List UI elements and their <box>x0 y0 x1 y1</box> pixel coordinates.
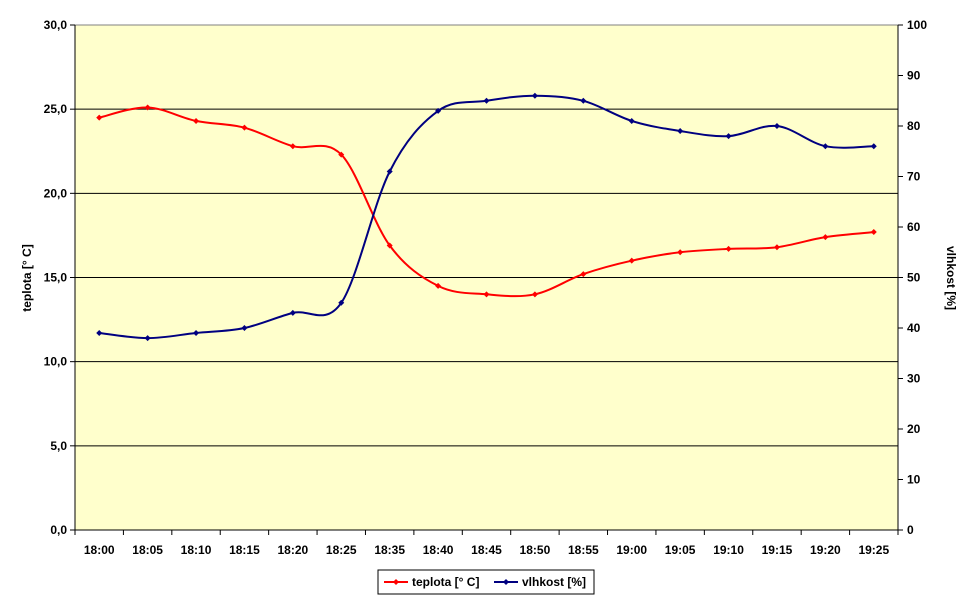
data-point-vlhkost <box>822 143 829 150</box>
legend-label-vlhkost: vlhkost [%] <box>522 575 586 589</box>
data-point-vlhkost <box>483 97 490 104</box>
left-axis-title: teplota [° C] <box>20 244 34 311</box>
data-point-teplota <box>338 151 345 158</box>
data-point-teplota <box>483 291 490 298</box>
right-tick-label: 90 <box>907 69 921 83</box>
series-line-vlhkost <box>99 94 874 340</box>
x-tick-label: 19:25 <box>858 543 889 557</box>
gridlines <box>75 108 898 447</box>
data-point-teplota <box>822 234 829 241</box>
x-tick-label: 18:35 <box>374 543 405 557</box>
right-tick-label: 0 <box>907 523 914 537</box>
legend-box <box>377 569 595 595</box>
data-point-vlhkost <box>773 123 780 129</box>
x-tick-label: 19:00 <box>616 543 647 557</box>
series-line-teplota <box>98 106 874 298</box>
x-tick-label: 18:50 <box>520 543 551 557</box>
left-tick-label: 10,0 <box>44 355 68 369</box>
x-tick-label: 19:20 <box>810 543 841 557</box>
right-tick-label: 10 <box>907 473 921 487</box>
data-point-teplota <box>289 143 296 150</box>
data-point-teplota <box>531 291 538 298</box>
x-tick-label: 18:00 <box>84 543 115 557</box>
x-tick-label: 18:55 <box>568 543 599 557</box>
x-tick-label: 18:40 <box>423 543 454 557</box>
data-point-teplota <box>628 257 635 264</box>
left-axis: 0,0 5,0 10,0 15,0 20,0 25,0 30,0 <box>44 18 76 537</box>
data-point-teplota <box>725 245 732 252</box>
legend-marker-vlhkost <box>503 579 509 585</box>
data-point-vlhkost <box>193 330 200 337</box>
right-tick-label: 20 <box>907 422 921 436</box>
right-axis-title: vlhkost [%] <box>944 246 958 310</box>
data-point-teplota <box>677 249 684 256</box>
x-tick-label: 19:15 <box>762 543 793 557</box>
data-point-teplota <box>241 124 248 131</box>
data-point-teplota <box>193 117 200 124</box>
legend-marker-teplota <box>393 579 399 585</box>
data-point-vlhkost <box>338 299 345 306</box>
data-point-teplota <box>773 244 780 251</box>
right-tick-label: 60 <box>907 220 921 234</box>
left-tick-label: 5,0 <box>50 439 67 453</box>
data-point-teplota <box>580 271 587 278</box>
data-point-teplota <box>96 114 103 121</box>
x-tick-label: 19:05 <box>665 543 696 557</box>
x-tick-label: 19:10 <box>713 543 744 557</box>
data-point-vlhkost <box>531 92 538 99</box>
data-point-vlhkost <box>289 309 296 316</box>
data-point-vlhkost <box>435 107 442 114</box>
data-point-vlhkost <box>725 133 732 140</box>
data-point-vlhkost <box>96 330 103 337</box>
right-tick-label: 80 <box>907 119 921 133</box>
legend: teplota [° C] vlhkost [%] <box>377 569 595 595</box>
data-point-vlhkost <box>144 335 151 342</box>
data-point-teplota <box>870 229 877 236</box>
right-tick-label: 50 <box>907 271 921 285</box>
x-tick-label: 18:15 <box>229 543 260 557</box>
left-tick-label: 0,0 <box>50 523 67 537</box>
x-tick-label: 18:05 <box>132 543 163 557</box>
data-point-vlhkost <box>677 128 684 135</box>
x-tick-label: 18:45 <box>471 543 502 557</box>
left-tick-label: 15,0 <box>44 271 68 285</box>
data-point-teplota <box>144 104 151 111</box>
right-axis: 0 10 20 30 40 50 60 70 80 90 100 <box>897 18 927 537</box>
data-point-teplota <box>435 282 442 289</box>
data-point-vlhkost <box>628 117 635 124</box>
data-point-vlhkost <box>870 143 877 150</box>
left-tick-label: 30,0 <box>44 18 68 32</box>
data-point-teplota <box>386 242 393 249</box>
x-tick-label: 18:20 <box>278 543 309 557</box>
left-tick-label: 20,0 <box>44 186 68 200</box>
right-tick-label: 100 <box>907 18 927 32</box>
x-axis: 18:00 18:05 18:10 18:15 18:20 18:25 18:35 18:40… <box>74 529 899 557</box>
left-tick-label: 25,0 <box>44 102 68 116</box>
series-layer <box>96 92 877 342</box>
data-point-vlhkost <box>580 97 587 104</box>
x-tick-label: 18:10 <box>181 543 212 557</box>
data-point-vlhkost <box>386 168 393 175</box>
data-point-vlhkost <box>241 325 248 331</box>
legend-label-teplota: teplota [° C] <box>412 575 479 589</box>
x-tick-label: 18:25 <box>326 543 357 557</box>
right-tick-label: 70 <box>907 170 921 184</box>
right-tick-label: 40 <box>907 321 921 335</box>
right-tick-label: 30 <box>907 372 921 386</box>
